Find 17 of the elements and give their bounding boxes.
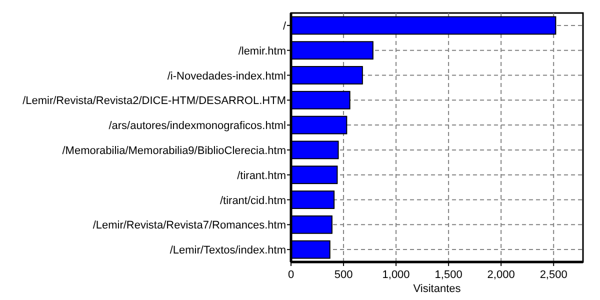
y-tick-label: /Lemir/Revista/Revista7/Romances.htm (92, 220, 286, 232)
y-tick-label: /ars/autores/indexmonograficos.html (108, 120, 286, 132)
x-tick-label: 0 (288, 269, 294, 281)
y-tick-label: /tirant/cid.htm (220, 194, 286, 207)
x-tick-label: 2,000 (487, 269, 515, 281)
x-tick-label: 1,000 (382, 269, 410, 281)
x-tick-label: 2,500 (540, 269, 568, 281)
y-tick-label: /i-Novedades-index.html (167, 70, 286, 82)
y-tick-label: /Lemir/Textos/index.htm (170, 244, 286, 257)
x-tick-label: 1,500 (434, 269, 462, 281)
y-tick-label: /Memorabilia/Memorabilia9/BiblioClerecia.htm (62, 144, 286, 157)
y-tick-label: /lemir.htm (238, 45, 286, 58)
y-tick-label: /tirant.htm (237, 170, 286, 182)
x-tick-label: 500 (334, 269, 353, 281)
y-tick-label: / (282, 20, 287, 32)
y-tick-label: /Lemir/Revista/Revista2/DICE-HTM/DESARROL.HTM (22, 95, 286, 108)
x-axis-title: Visitantes (413, 283, 462, 295)
